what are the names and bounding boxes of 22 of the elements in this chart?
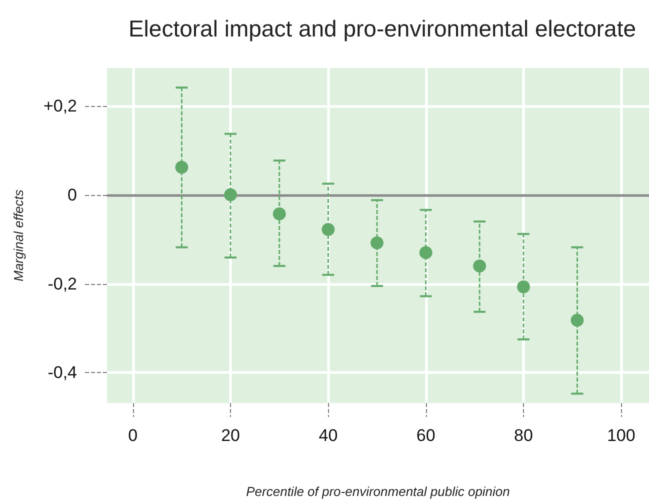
point <box>272 207 286 220</box>
y-tick-label: +0,2 <box>43 96 77 116</box>
y-tick-label: -0,4 <box>48 363 77 382</box>
x-tick-label: 40 <box>318 426 338 445</box>
y-tick-label: 0 <box>68 185 77 204</box>
point <box>370 236 384 250</box>
point <box>517 280 530 294</box>
y-axis-title: Marginal effects <box>11 189 26 282</box>
x-tick-label: 0 <box>128 426 138 445</box>
point <box>224 188 238 202</box>
point <box>322 222 335 236</box>
x-tick-label: 20 <box>221 426 240 445</box>
point <box>570 314 584 327</box>
point <box>419 246 432 260</box>
point <box>473 259 486 272</box>
point <box>175 160 188 174</box>
x-axis-title: Percentile of pro-environmental public opinion <box>246 484 510 499</box>
chart-title: Electoral impact and pro-environmental electorate <box>128 16 636 42</box>
x-tick-label: 80 <box>514 426 533 445</box>
y-tick-label: -0,2 <box>48 274 77 294</box>
x-tick-label: 100 <box>606 426 636 445</box>
x-tick-label: 60 <box>416 426 436 445</box>
